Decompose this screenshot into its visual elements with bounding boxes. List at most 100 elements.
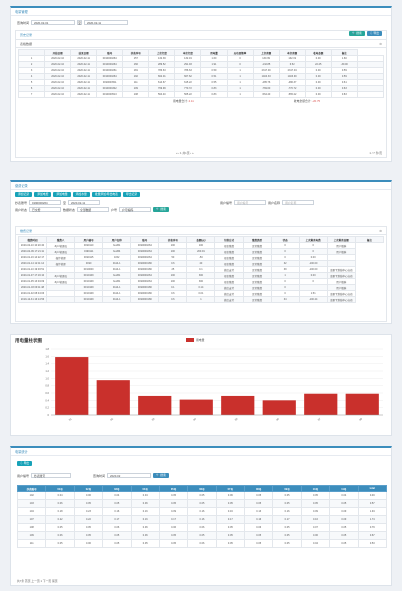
- toolbar-button[interactable]: 导出记录: [122, 192, 141, 197]
- table-cell: 564.40: [148, 91, 176, 98]
- table-cell: 0.05: [187, 531, 217, 540]
- table-cell: 0.00: [304, 91, 332, 98]
- y-tick-label: 0.2: [45, 406, 49, 410]
- bar[interactable]: [96, 380, 130, 415]
- table-cell: 0.04: [45, 491, 75, 500]
- user-no-label: 用户编号: [220, 200, 233, 205]
- table-cell: 0.09: [300, 507, 331, 516]
- bar[interactable]: [345, 393, 379, 415]
- table-cell: 0.16: [215, 507, 246, 516]
- table-cell: 0.05: [102, 531, 132, 540]
- pagination[interactable]: 共7条 首页 上一页 1 下一页 尾页: [17, 579, 58, 583]
- chart-legend: 用电量: [186, 338, 204, 342]
- house-no-input[interactable]: 户号编码: [119, 207, 152, 212]
- house-no-label: 户号: [111, 207, 118, 212]
- table-cell: 0.06: [73, 491, 104, 500]
- table-cell: 1: [226, 91, 254, 98]
- table-cell: 0.17: [102, 515, 132, 524]
- search-button[interactable]: 🔍 搜索: [348, 31, 365, 36]
- y-tick-label: 1.4: [45, 362, 49, 366]
- table-row[interactable]: 109 0.06 0.05 0.05 0.06 0.05 0.05 0.05 0.05 0.05 0…: [16, 531, 387, 540]
- gear-icon[interactable]: ⚙: [379, 42, 382, 46]
- table-row[interactable]: 103 0.06 0.05 0.05 0.06 0.05 0.05 0.05 0.05 0.05 0…: [16, 499, 387, 508]
- user-status-label: 用户状态: [15, 207, 28, 212]
- user-status-select[interactable]: 已交费: [29, 207, 62, 212]
- table-cell: 0.05: [215, 523, 246, 532]
- table-cell: 0.04: [329, 491, 359, 500]
- table-cell: -100.24: [298, 296, 328, 303]
- table-row[interactable]: 107 0.22 0.22 0.17 0.16 0.17 0.16 0.17 0.16 0.17 0…: [16, 515, 387, 524]
- bar[interactable]: [138, 395, 172, 415]
- user-no-input[interactable]: 用户编号: [234, 200, 267, 205]
- table-row[interactable]: 4 2020-02-10 2020-02-11 0190000264 192 662.01…: [17, 73, 385, 80]
- table-cell: 0.83: [330, 91, 358, 98]
- stats-panel: 电量统计 ⇩ 导出 用户编号 抄表账号 查询时间 2020-02 🔍 搜索 抄表…: [10, 446, 392, 586]
- toolbar-button[interactable]: 批量添加/导出电表: [91, 192, 121, 197]
- table-cell: 0.05: [73, 531, 104, 540]
- x-tick-label: 01: [68, 416, 73, 421]
- table-row[interactable]: 108 0.05 0.05 0.06 0.06 0.06 0.06 0.05 0.06 0.05 0…: [16, 523, 387, 532]
- table-header: 表格数据 ⚙: [16, 40, 386, 48]
- export-button[interactable]: ⇩ 导出: [17, 461, 33, 466]
- user-name-input[interactable]: 用户名称: [282, 200, 315, 205]
- table-cell: 0.05: [187, 491, 217, 500]
- bar[interactable]: [55, 357, 89, 415]
- account-input[interactable]: 0190000264: [29, 200, 62, 205]
- table-row[interactable]: 2020-01-07 17:19:10 Jfym管理员 0190109 busB1 01…: [17, 272, 384, 279]
- table-cell: 0.05: [243, 531, 274, 540]
- table-cell: 0.06: [45, 499, 75, 508]
- history-table: 开始日期 结束日期 账号 抄表序号 上次行度 本次行度 用电量 无功需能率 上次余额 本次余额 收电…: [17, 49, 385, 98]
- table-cell: 0.06: [45, 531, 75, 540]
- payment-title: 缴费记录: [20, 229, 33, 233]
- table-cell: 0.09: [329, 507, 359, 516]
- bar[interactable]: [221, 395, 255, 415]
- table-cell: 0.83: [200, 91, 228, 98]
- data-status-select[interactable]: 全部数据: [77, 207, 110, 212]
- table-cell: 0.05: [272, 491, 302, 500]
- table-row[interactable]: 104 0.18 0.23 0.16 0.16 0.09 0.16 0.16 0.13 0.16 0…: [16, 507, 387, 516]
- gear-icon[interactable]: ⚙: [379, 229, 382, 233]
- pagination[interactable]: « ‹ 1 共1页 › »: [176, 151, 194, 155]
- user-name-label: 用户名称: [268, 200, 281, 205]
- table-cell: -564.40: [252, 91, 280, 98]
- table-cell: 0.05: [158, 499, 189, 508]
- export-button[interactable]: ⇩ 导出: [366, 31, 382, 36]
- search-bar: 查询时间 2020-02-01 至 2020-02-11: [17, 20, 129, 25]
- date-to-input[interactable]: 2020-02-11: [68, 200, 101, 205]
- x-tick-label: 06: [275, 416, 280, 421]
- page-size[interactable]: 1 / 7 条/页: [369, 151, 382, 155]
- table-cell: 103: [16, 499, 47, 508]
- date-to-input[interactable]: 2020-02-11: [84, 20, 129, 25]
- table-cell: 0.67: [357, 531, 387, 540]
- account-label: 抄表账号: [15, 200, 28, 205]
- date-from-input[interactable]: 2020-02-01: [31, 20, 76, 25]
- search-button[interactable]: 🔍 搜索: [153, 207, 169, 212]
- toolbar-button[interactable]: 添加电费: [34, 192, 52, 197]
- table-cell: 109: [16, 531, 47, 540]
- table-row[interactable]: 2019-12-31 16:14:56 0190109 0114-1 01900001…: [17, 296, 384, 303]
- table-row[interactable]: 2 2020-02-10 2020-02-11 0190000264 166 289.52…: [17, 61, 385, 68]
- table-cell: 0.05: [329, 539, 359, 548]
- table-row[interactable]: 102 0.04 0.06 0.04 0.04 0.05 0.05 0.06 0.05 0.05 0…: [16, 491, 387, 500]
- toolbar-button[interactable]: 添加电量: [53, 192, 71, 197]
- table-row[interactable]: 111 0.05 0.06 0.05 0.05 0.05 0.06 0.05 0.05 0.05 0…: [16, 539, 387, 548]
- filter-row-2: 用户状态 已交费 数据状态 全部数据 户号 户号编码 🔍 搜索: [15, 207, 169, 212]
- table-cell: 0.05: [73, 523, 104, 532]
- history-header: 历史记录 🔍 搜索 ⇩ 导出: [16, 31, 386, 40]
- toolbar-button[interactable]: 添加记录: [15, 192, 33, 197]
- table-cell: 0.17: [272, 515, 302, 524]
- bar[interactable]: [304, 393, 338, 415]
- table-row[interactable]: 2020-01-10 19:03:51 0190000 0114-1 01900001…: [17, 266, 384, 273]
- table-row[interactable]: 7 2020-02-10 2020-02-11 0190000513 108 564.40…: [17, 91, 385, 98]
- table-cell: 0.04: [102, 491, 132, 500]
- month-input[interactable]: 2020-02: [107, 473, 152, 478]
- search-button[interactable]: 🔍 搜索: [153, 473, 169, 478]
- table-cell: 0.05: [158, 539, 189, 548]
- account-select[interactable]: 抄表账号: [31, 473, 72, 478]
- toolbar-button[interactable]: 添加水量: [72, 192, 90, 197]
- table-cell: 0.49: [357, 491, 387, 500]
- table-cell: 0.53: [357, 539, 387, 548]
- bar[interactable]: [262, 400, 296, 415]
- x-tick-label: 04: [192, 416, 197, 421]
- bar[interactable]: [179, 399, 213, 415]
